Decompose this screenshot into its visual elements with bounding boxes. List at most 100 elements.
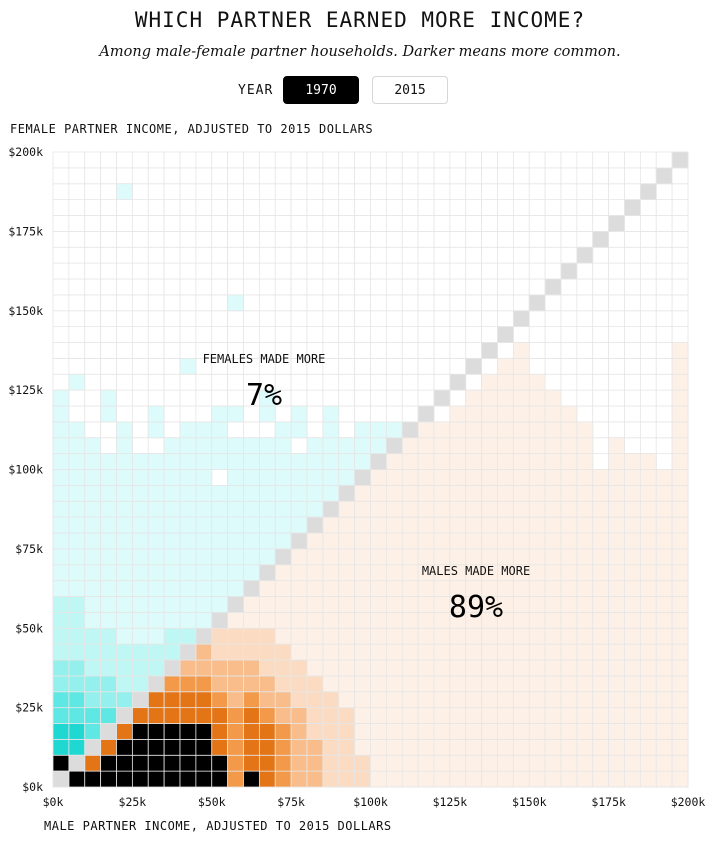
chart-subtitle: Among male-female partner households. Da… xyxy=(99,44,621,60)
heatmap-empty-cell xyxy=(624,357,641,375)
heatmap-cell-male-more xyxy=(243,754,260,772)
heatmap-cell-female-more xyxy=(68,532,86,550)
heatmap-cell-male-more xyxy=(544,643,562,661)
heatmap-empty-cell xyxy=(338,278,356,296)
heatmap-empty-cell xyxy=(354,215,371,232)
heatmap-empty-cell xyxy=(528,167,546,185)
heatmap-empty-cell xyxy=(274,294,292,312)
heatmap-empty-cell xyxy=(84,230,102,248)
heatmap-cell-male-more xyxy=(528,532,546,550)
heatmap-cell-male-more xyxy=(544,469,562,486)
heatmap-empty-cell xyxy=(624,278,641,296)
heatmap-cell-male-more xyxy=(258,659,276,677)
heatmap-cell-male-more xyxy=(512,484,530,502)
heatmap-cell-male-more xyxy=(354,675,371,693)
heatmap-empty-cell xyxy=(449,389,467,407)
heatmap-empty-cell xyxy=(433,246,451,264)
heatmap-empty-cell xyxy=(195,262,213,280)
heatmap-empty-cell xyxy=(512,167,530,185)
heatmap-empty-cell xyxy=(290,437,308,455)
heatmap-cell-male-more xyxy=(544,548,562,566)
y-tick-label: $125k xyxy=(8,383,43,397)
heatmap-cell-male-more xyxy=(671,373,689,391)
heatmap-cell-male-more xyxy=(417,723,435,740)
heatmap-cell-female-more xyxy=(100,580,117,597)
heatmap-cell-male-more xyxy=(497,691,514,709)
heatmap-cell-female-more xyxy=(163,596,181,613)
heatmap-cell-equal xyxy=(528,294,546,312)
heatmap-cell-male-more xyxy=(195,675,213,693)
heatmap-cell-male-more xyxy=(401,516,419,534)
heatmap-cell-female-more xyxy=(68,691,86,709)
heatmap-empty-cell xyxy=(624,262,641,280)
heatmap-cell-female-more xyxy=(195,453,213,470)
heatmap-cell-equal xyxy=(211,611,229,629)
x-tick-label: $100k xyxy=(353,795,388,809)
heatmap-cell-female-more xyxy=(227,294,244,312)
heatmap-cell-female-more xyxy=(131,516,149,534)
heatmap-cell-female-more xyxy=(322,437,340,455)
heatmap-cell-male-more xyxy=(385,723,403,740)
heatmap-cell-equal xyxy=(544,278,562,296)
heatmap-empty-cell xyxy=(608,326,625,343)
heatmap-empty-cell xyxy=(528,246,546,264)
heatmap-cell-male-more xyxy=(417,738,435,756)
heatmap-cell-female-more xyxy=(306,437,324,455)
heatmap-cell-male-more xyxy=(449,770,467,788)
x-tick-label: $25k xyxy=(119,795,147,809)
heatmap-cell-male-more xyxy=(370,707,387,724)
heatmap-empty-cell xyxy=(433,357,451,375)
heatmap-cell-male-more xyxy=(528,596,546,613)
heatmap-empty-cell xyxy=(131,342,149,359)
heatmap-cell-male-more xyxy=(497,532,514,550)
heatmap-empty-cell xyxy=(370,151,387,169)
heatmap-empty-cell xyxy=(401,342,419,359)
heatmap-cell-male-more xyxy=(195,659,213,677)
heatmap-cell-male-more xyxy=(560,754,578,772)
heatmap-cell-female-more xyxy=(322,453,340,470)
heatmap-cell-male-more xyxy=(592,500,610,518)
heatmap-cell-male-more xyxy=(433,484,451,502)
heatmap-cell-female-more xyxy=(274,437,292,455)
heatmap-empty-cell xyxy=(306,389,324,407)
heatmap-empty-cell xyxy=(84,294,102,312)
heatmap-empty-cell xyxy=(385,389,403,407)
heatmap-cell-male-more xyxy=(465,643,483,661)
heatmap-empty-cell xyxy=(433,167,451,185)
heatmap-empty-cell xyxy=(354,310,371,328)
heatmap-cell-male-more xyxy=(528,389,546,407)
heatmap-empty-cell xyxy=(528,326,546,343)
heatmap-cell-female-more xyxy=(179,627,197,645)
heatmap-cell-female-more xyxy=(290,405,308,423)
heatmap-cell-male-more xyxy=(497,770,514,788)
heatmap-cell-male-more xyxy=(195,643,213,661)
heatmap-cell-female-more xyxy=(147,627,165,645)
heatmap-empty-cell xyxy=(655,246,673,264)
heatmap-empty-cell xyxy=(211,246,229,264)
heatmap-cell-female-more xyxy=(163,580,181,597)
heatmap-cell-male-more xyxy=(497,437,514,455)
heatmap-empty-cell xyxy=(147,167,165,185)
heatmap-cell-male-more xyxy=(401,707,419,724)
heatmap-cell-male-more xyxy=(116,770,133,788)
heatmap-cell-male-more xyxy=(370,516,387,534)
heatmap-cell-equal xyxy=(147,675,165,693)
year-1970-button[interactable]: 1970 xyxy=(283,76,359,104)
heatmap-cell-male-more xyxy=(179,691,197,709)
heatmap-cell-male-more xyxy=(608,437,625,455)
heatmap-cell-male-more xyxy=(338,548,356,566)
heatmap-empty-cell xyxy=(560,246,578,264)
heatmap-cell-female-more xyxy=(84,516,102,534)
heatmap-cell-female-more xyxy=(163,500,181,518)
heatmap-cell-male-more xyxy=(354,659,371,677)
heatmap-cell-male-more xyxy=(433,659,451,677)
heatmap-cell-male-more xyxy=(497,516,514,534)
heatmap-cell-male-more xyxy=(274,738,292,756)
heatmap-cell-male-more xyxy=(528,405,546,423)
heatmap-cell-male-more xyxy=(497,723,514,740)
year-2015-button[interactable]: 2015 xyxy=(372,76,448,104)
heatmap-cell-male-more xyxy=(655,627,673,645)
heatmap-empty-cell xyxy=(639,437,657,455)
heatmap-cell-male-more xyxy=(449,754,467,772)
heatmap-cell-female-more xyxy=(354,437,371,455)
